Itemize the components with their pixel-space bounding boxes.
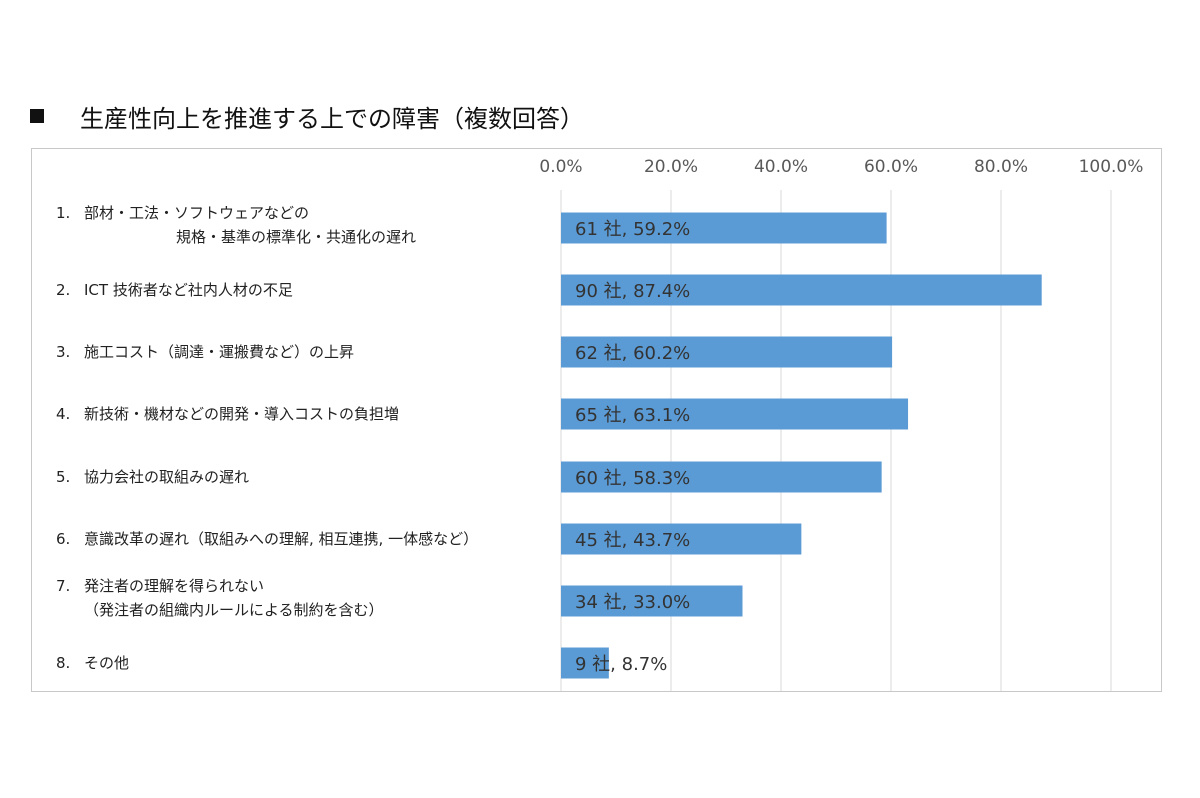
category-number: 7. xyxy=(56,577,71,595)
bar xyxy=(561,398,909,430)
category-text: 意識改革の遅れ（取組みへの理解, 相互連携, 一体感など） xyxy=(84,530,479,548)
bar-data-label: 61 社, 59.2% xyxy=(575,219,690,240)
category-text: 協力会社の取組みの遅れ xyxy=(84,468,250,486)
bar xyxy=(561,274,1042,306)
bar-data-label: 34 社, 33.0% xyxy=(575,592,690,613)
bar-data-label: 65 社, 63.1% xyxy=(575,405,690,426)
category-text: その他 xyxy=(84,654,130,672)
category-text: 新技術・機材などの開発・導入コストの負担増 xyxy=(84,405,400,423)
category-number: 4. xyxy=(56,405,71,423)
category-label: 2. ICT 技術者など社内人材の不足 xyxy=(56,278,293,302)
category-label: 8. その他 xyxy=(56,651,129,675)
bar-data-label: 90 社, 87.4% xyxy=(575,281,690,302)
category-label: 1. 部材・工法・ソフトウェアなどの規格・基準の標準化・共通化の遅れ xyxy=(56,201,416,249)
bar-data-label: 62 社, 60.2% xyxy=(575,343,690,364)
x-tick-label: 0.0% xyxy=(539,157,582,177)
chart-title: 生産性向上を推進する上での障害（複数回答） xyxy=(80,104,584,133)
category-text-line2: 規格・基準の標準化・共通化の遅れ xyxy=(176,228,417,246)
category-number: 8. xyxy=(56,654,71,672)
category-label: 5. 協力会社の取組みの遅れ xyxy=(56,465,249,489)
category-number: 1. xyxy=(56,204,71,222)
square-bullet-icon xyxy=(30,109,44,123)
x-tick-label: 40.0% xyxy=(754,157,808,177)
category-label: 7. 発注者の理解を得られない （発注者の組織内ルールによる制約を含む） xyxy=(56,574,384,622)
category-text: ICT 技術者など社内人材の不足 xyxy=(84,281,293,299)
category-number: 6. xyxy=(56,530,71,548)
bar-data-label: 60 社, 58.3% xyxy=(575,468,690,489)
bar xyxy=(561,212,887,244)
x-tick-label: 100.0% xyxy=(1079,157,1144,177)
chart-title-row: 生産性向上を推進する上での障害（複数回答） xyxy=(30,96,584,136)
category-text: 施工コスト（調達・運搬費など）の上昇 xyxy=(84,343,355,361)
bar-data-label: 9 社, 8.7% xyxy=(575,654,667,675)
category-label: 3. 施工コスト（調達・運搬費など）の上昇 xyxy=(56,340,354,364)
bar xyxy=(561,647,609,679)
category-label: 4. 新技術・機材などの開発・導入コストの負担増 xyxy=(56,402,399,426)
category-text: 発注者の理解を得られない xyxy=(84,577,265,595)
bar xyxy=(561,523,802,555)
x-tick-label: 80.0% xyxy=(974,157,1028,177)
category-number: 3. xyxy=(56,343,71,361)
chart-frame xyxy=(31,148,1162,692)
bar xyxy=(561,336,893,368)
x-tick-label: 20.0% xyxy=(644,157,698,177)
category-text-line2: （発注者の組織内ルールによる制約を含む） xyxy=(84,601,384,619)
bar xyxy=(561,461,882,493)
x-tick-label: 60.0% xyxy=(864,157,918,177)
category-label: 6. 意識改革の遅れ（取組みへの理解, 相互連携, 一体感など） xyxy=(56,527,478,551)
bar xyxy=(561,585,743,617)
bar-data-label: 45 社, 43.7% xyxy=(575,530,690,551)
category-number: 2. xyxy=(56,281,71,299)
category-text: 部材・工法・ソフトウェアなどの xyxy=(84,204,310,222)
category-number: 5. xyxy=(56,468,71,486)
